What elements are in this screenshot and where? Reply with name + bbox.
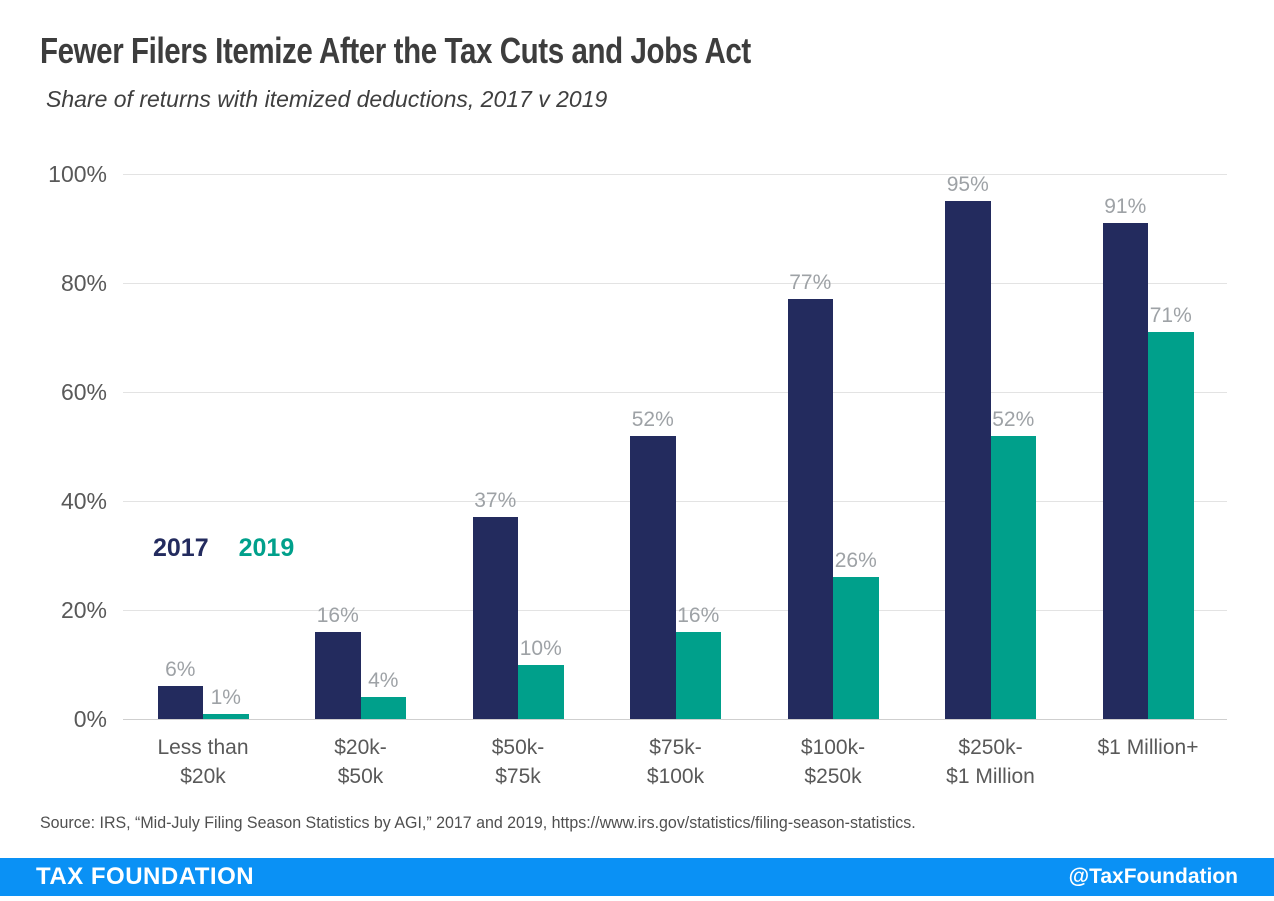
bar-value-label: 71%: [1149, 304, 1192, 328]
bar-2019-4: [675, 631, 721, 719]
bar-2017-6: [945, 201, 991, 719]
chart-legend: 2017 2019: [153, 534, 294, 563]
bar-2017-5: [787, 299, 833, 719]
x-axis-category-label: $50k- $75k: [491, 736, 545, 788]
brand-name: TAX FOUNDATION: [36, 863, 255, 890]
bar-value-label: 77%: [789, 271, 832, 295]
bar-value-label: 26%: [834, 549, 877, 573]
y-axis-tick-label: 100%: [48, 161, 107, 187]
bar-value-label: 16%: [677, 603, 720, 627]
bar-value-label: 6%: [165, 658, 196, 682]
x-axis-category-label: $100k- $250k: [800, 736, 866, 788]
x-axis-category-label: Less than $20k: [157, 736, 249, 788]
footer-brand-bar: TAX FOUNDATION @TaxFoundation: [0, 858, 1274, 896]
source-citation: Source: IRS, “Mid-July Filing Season Sta…: [40, 813, 916, 832]
twitter-handle: @TaxFoundation: [1068, 865, 1238, 888]
bar-2019-1: [203, 713, 249, 719]
bar-chart-plot-area: 2017 2019 100% 80% 60% 40% 20% 0% 6% 1% Less than…: [48, 161, 1227, 788]
bar-value-label: 52%: [631, 407, 674, 431]
chart-title: Fewer Filers Itemize After the Tax Cuts …: [40, 30, 751, 71]
bar-2017-3: [472, 517, 518, 719]
bar-value-label: 4%: [368, 669, 399, 693]
gridline: [123, 174, 1227, 175]
bar-2017-1: [157, 686, 203, 719]
bar-2017-7: [1102, 223, 1148, 719]
bar-value-label: 16%: [316, 603, 359, 627]
y-axis-tick-label: 80%: [60, 270, 107, 296]
x-axis-category-label: $250k- $1 Million: [946, 736, 1035, 788]
y-axis-tick-label: 60%: [60, 379, 107, 405]
x-axis-category-label: $75k- $100k: [646, 736, 705, 788]
x-axis-category-label: $20k- $50k: [334, 736, 387, 788]
bar-value-label: 37%: [474, 489, 517, 513]
y-axis-tick-label: 20%: [60, 597, 107, 623]
legend-label-2019: 2019: [238, 534, 295, 562]
legend-label-2017: 2017: [153, 534, 209, 562]
y-axis-tick-label: 0%: [73, 706, 107, 732]
x-axis-line: [123, 719, 1227, 720]
x-axis-category-label: $1 Million+: [1097, 736, 1199, 759]
bar-value-label: 10%: [519, 636, 562, 660]
bar-value-label: 52%: [992, 407, 1035, 431]
y-axis-tick-label: 40%: [60, 488, 107, 514]
bar-2017-2: [315, 631, 361, 719]
bar-2019-2: [360, 697, 406, 719]
bar-2019-3: [518, 664, 564, 719]
bar-2019-7: [1148, 332, 1194, 719]
bar-value-label: 91%: [1104, 195, 1147, 219]
bar-value-label: 1%: [210, 685, 241, 709]
chart-subtitle: Share of returns with itemized deduction…: [46, 86, 608, 112]
gridline: [123, 283, 1227, 284]
bar-2019-5: [833, 577, 879, 719]
bar-2017-4: [630, 435, 676, 719]
gridline: [123, 392, 1227, 393]
bar-2019-6: [990, 435, 1036, 719]
bar-value-label: 95%: [946, 173, 989, 197]
